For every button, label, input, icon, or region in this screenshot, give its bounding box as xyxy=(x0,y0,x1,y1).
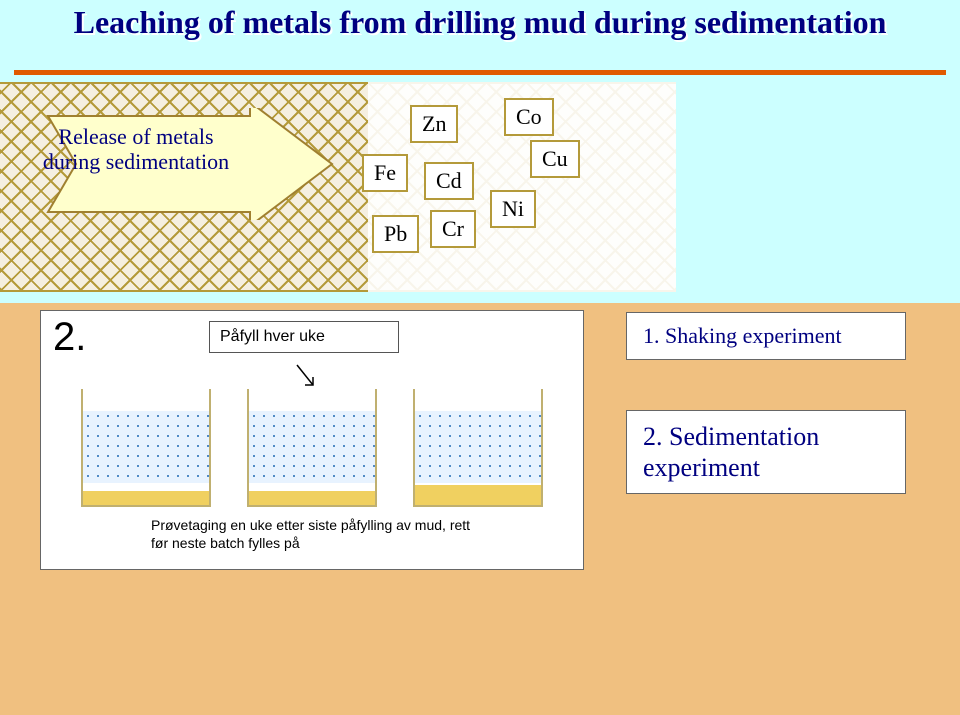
sedimentation-panel: 2. Påfyll hver uke Prøvetaging en uke et… xyxy=(40,310,584,570)
element-ni: Ni xyxy=(490,190,536,228)
element-cd: Cd xyxy=(424,162,474,200)
element-cu: Cu xyxy=(530,140,580,178)
release-arrow-text: Release of metals during sedimentation xyxy=(36,124,236,175)
element-zn: Zn xyxy=(410,105,458,143)
beaker-3 xyxy=(413,389,543,507)
element-fe: Fe xyxy=(362,154,408,192)
beaker-sediment xyxy=(415,485,541,505)
beaker-water xyxy=(415,411,541,483)
release-arrow: Release of metals during sedimentation xyxy=(8,108,338,220)
beaker-water xyxy=(249,411,375,483)
beaker-water xyxy=(83,411,209,483)
beaker-sediment xyxy=(249,491,375,505)
page-title: Leaching of metals from drilling mud dur… xyxy=(30,0,930,41)
callout-shaking: 1. Shaking experiment xyxy=(626,312,906,360)
caption-top: Påfyll hver uke xyxy=(209,321,399,353)
element-co: Co xyxy=(504,98,554,136)
beaker-2 xyxy=(247,389,377,507)
beaker-sediment xyxy=(83,491,209,505)
panel-number: 2. xyxy=(53,315,86,360)
title-underline xyxy=(14,70,946,75)
callout-sedimentation: 2. Sedimentation experiment xyxy=(626,410,906,494)
caption-bottom: Prøvetaging en uke etter siste påfylling… xyxy=(151,517,481,552)
arrow-down-icon xyxy=(291,361,321,391)
element-cr: Cr xyxy=(430,210,476,248)
element-pb: Pb xyxy=(372,215,419,253)
beaker-1 xyxy=(81,389,211,507)
